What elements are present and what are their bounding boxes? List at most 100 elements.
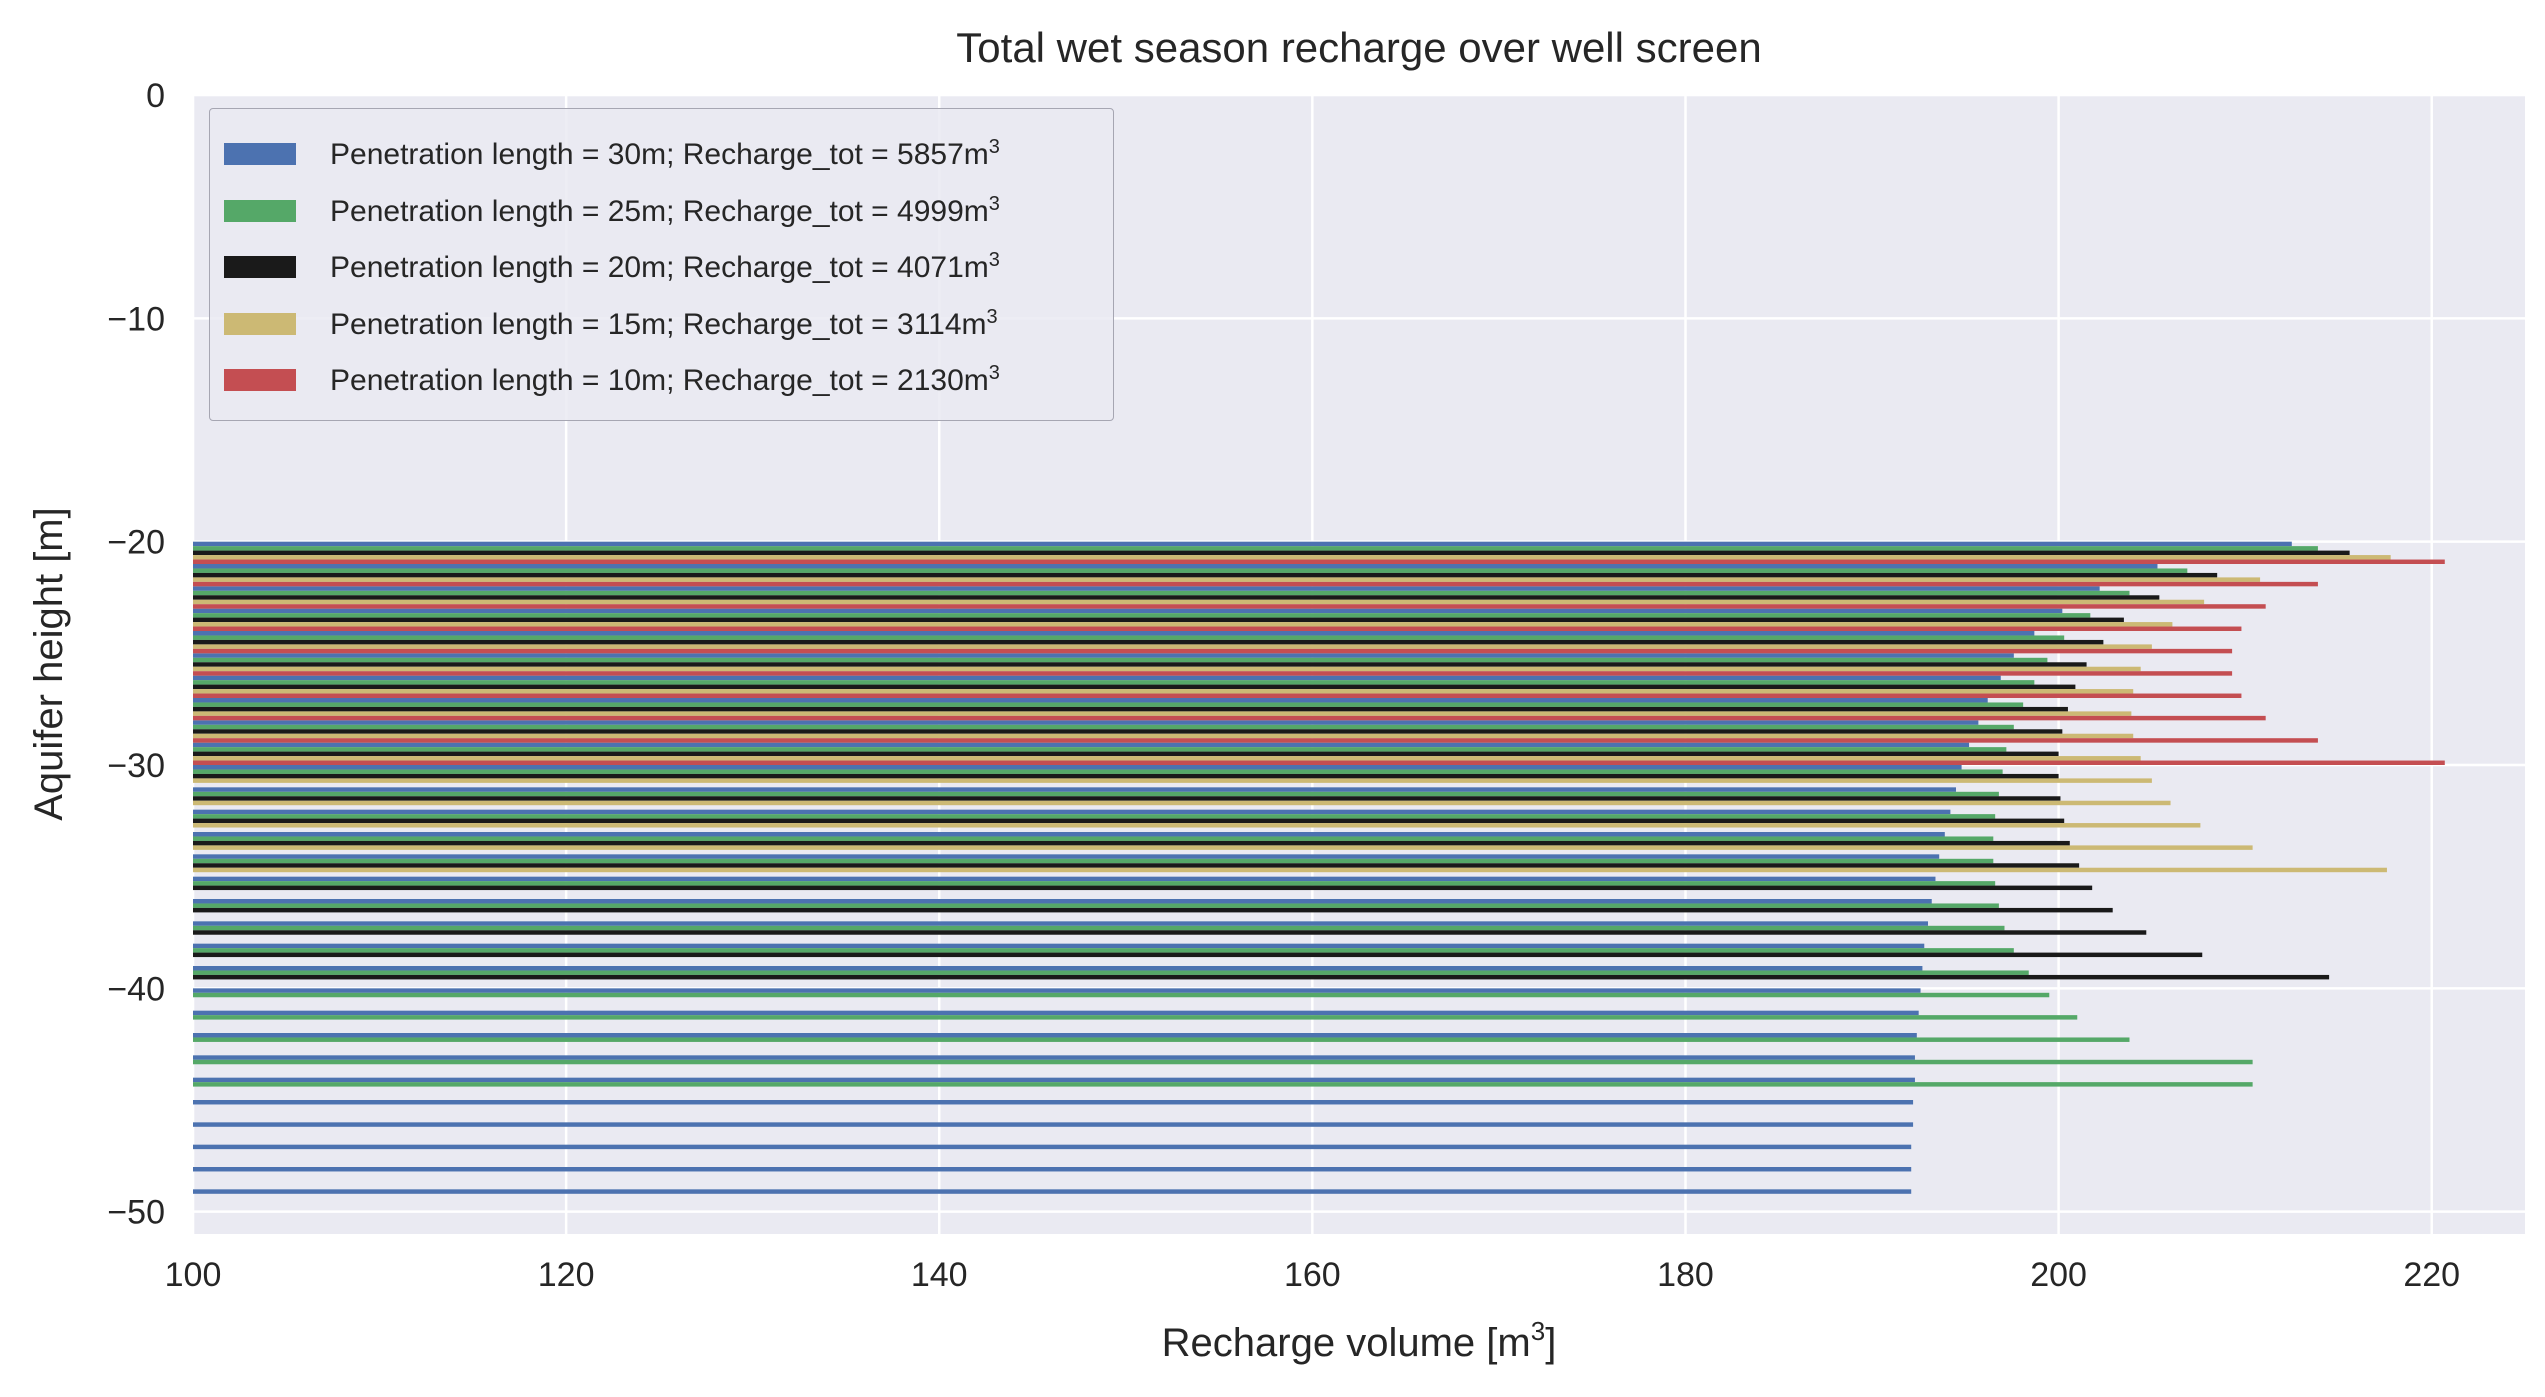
bar-series-1 bbox=[193, 608, 2063, 614]
bar-series-2 bbox=[193, 590, 2130, 596]
bar-series-5 bbox=[193, 738, 2318, 743]
bar-series-1 bbox=[193, 1100, 1914, 1105]
bar-series-1 bbox=[193, 653, 2014, 658]
y-tick-label: −10 bbox=[107, 300, 165, 338]
bar-series-1 bbox=[193, 854, 1940, 859]
y-tick-label: −30 bbox=[107, 747, 165, 785]
bar-series-5 bbox=[193, 715, 2266, 721]
legend-item: Penetration length = 15m; Recharge_tot =… bbox=[224, 296, 998, 352]
bar-series-5 bbox=[193, 559, 2445, 564]
bar-series-2 bbox=[193, 657, 2048, 663]
bar-series-2 bbox=[193, 702, 2024, 707]
bar-series-2 bbox=[193, 1037, 2130, 1042]
bar-series-3 bbox=[193, 885, 2093, 891]
legend-item: Penetration length = 10m; Recharge_tot =… bbox=[224, 352, 1000, 408]
bar-series-3 bbox=[193, 729, 2063, 734]
bar-series-4 bbox=[193, 577, 2261, 582]
bar-series-1 bbox=[193, 742, 1970, 748]
bar-series-1 bbox=[193, 541, 2292, 547]
bar-series-2 bbox=[193, 948, 2014, 953]
bar-series-4 bbox=[193, 599, 2205, 605]
bar-series-1 bbox=[193, 720, 1979, 725]
bar-series-2 bbox=[193, 903, 1999, 908]
bar-series-4 bbox=[193, 644, 2152, 649]
bar-series-1 bbox=[193, 586, 2100, 591]
legend-label: Penetration length = 20m; Recharge_tot =… bbox=[330, 249, 1000, 284]
bar-series-4 bbox=[193, 845, 2253, 850]
legend-swatch bbox=[224, 143, 296, 165]
bar-series-2 bbox=[193, 1059, 2253, 1065]
bar-series-4 bbox=[193, 666, 2141, 672]
bar-series-3 bbox=[193, 863, 2080, 868]
bar-series-3 bbox=[193, 595, 2160, 600]
x-tick-label: 120 bbox=[538, 1256, 595, 1294]
bar-series-2 bbox=[193, 635, 2065, 640]
bar-series-1 bbox=[193, 921, 1929, 926]
x-tick-label: 180 bbox=[1657, 1256, 1714, 1294]
legend-swatch bbox=[224, 256, 296, 278]
bar-series-3 bbox=[193, 639, 2104, 645]
y-tick-label: −50 bbox=[107, 1194, 165, 1232]
bar-series-2 bbox=[193, 1082, 2253, 1087]
y-axis-label: Aquifer height [m] bbox=[27, 507, 71, 821]
bar-series-3 bbox=[193, 662, 2087, 667]
legend: Penetration length = 30m; Recharge_tot =… bbox=[209, 108, 1114, 421]
bar-series-4 bbox=[193, 733, 2134, 739]
legend-label: Penetration length = 30m; Recharge_tot =… bbox=[330, 136, 1000, 171]
x-tick-label: 160 bbox=[1284, 1256, 1341, 1294]
bar-series-1 bbox=[193, 876, 1936, 882]
bar-series-3 bbox=[193, 684, 2076, 690]
legend-item: Penetration length = 20m; Recharge_tot =… bbox=[224, 239, 1000, 295]
bar-series-3 bbox=[193, 550, 2350, 556]
bar-series-4 bbox=[193, 778, 2152, 783]
bar-series-2 bbox=[193, 747, 2007, 752]
bar-series-1 bbox=[193, 1189, 1912, 1194]
bar-series-3 bbox=[193, 974, 2330, 980]
bar-series-2 bbox=[193, 925, 2005, 931]
bar-series-3 bbox=[193, 773, 2059, 779]
y-tick-label: −40 bbox=[107, 970, 165, 1008]
bar-series-5 bbox=[193, 671, 2233, 676]
bar-series-2 bbox=[193, 814, 1996, 819]
bar-series-3 bbox=[193, 796, 2061, 801]
legend-swatch bbox=[224, 312, 296, 335]
bar-series-4 bbox=[193, 689, 2134, 694]
bar-series-4 bbox=[193, 800, 2171, 806]
chart-title: Total wet season recharge over well scre… bbox=[956, 24, 1761, 71]
x-tick-label: 140 bbox=[911, 1256, 968, 1294]
bar-series-1 bbox=[193, 631, 2035, 636]
bar-series-5 bbox=[193, 648, 2233, 654]
bar-series-2 bbox=[193, 970, 2029, 975]
bar-series-1 bbox=[193, 765, 1962, 770]
x-axis-label: Recharge volume [m3] bbox=[1162, 1316, 1557, 1365]
bar-series-2 bbox=[193, 992, 2050, 998]
bar-series-5 bbox=[193, 604, 2266, 609]
legend-swatch bbox=[224, 199, 296, 222]
legend-label: Penetration length = 15m; Recharge_tot =… bbox=[330, 305, 998, 341]
bar-series-2 bbox=[193, 769, 2003, 774]
bar-series-3 bbox=[193, 617, 2124, 623]
bar-series-1 bbox=[193, 1077, 1915, 1083]
bar-series-1 bbox=[193, 1122, 1914, 1127]
tick-layer: 100 120 140 160 180 200 220 0 −10 −20 −30 −40 −50 bbox=[107, 77, 2460, 1294]
bar-series-1 bbox=[193, 1144, 1912, 1150]
y-tick-label: −20 bbox=[107, 524, 165, 562]
bar-series-1 bbox=[193, 832, 1945, 837]
bar-series-2 bbox=[193, 836, 1994, 841]
bar-series-1 bbox=[193, 787, 1956, 792]
bar-series-2 bbox=[193, 568, 2188, 573]
bar-series-2 bbox=[193, 546, 2318, 551]
x-tick-label: 100 bbox=[165, 1256, 222, 1294]
bar-series-2 bbox=[193, 724, 2014, 730]
bar-series-4 bbox=[193, 756, 2141, 761]
bar-series-3 bbox=[193, 840, 2070, 846]
bar-series-1 bbox=[193, 1010, 1919, 1016]
bar-series-2 bbox=[193, 1015, 2078, 1020]
bar-series-2 bbox=[193, 858, 1994, 864]
bar-series-1 bbox=[193, 966, 1923, 971]
bar-series-5 bbox=[193, 626, 2242, 631]
bar-series-5 bbox=[193, 581, 2318, 587]
bar-series-2 bbox=[193, 881, 1996, 886]
